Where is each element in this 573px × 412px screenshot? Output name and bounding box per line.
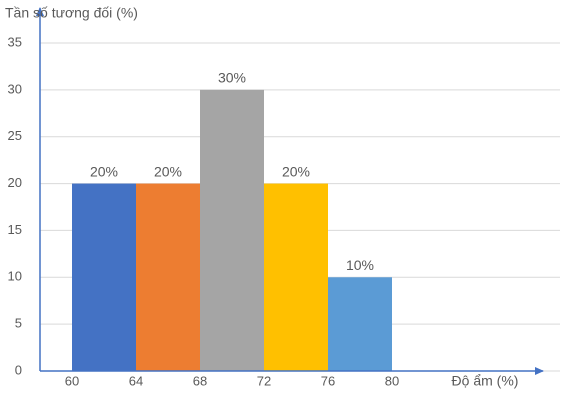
x-tick-label: 72 bbox=[257, 373, 271, 388]
y-tick-label: 0 bbox=[15, 362, 22, 377]
bar bbox=[264, 183, 328, 371]
x-tick-label: 80 bbox=[385, 373, 399, 388]
bar bbox=[72, 183, 136, 371]
y-tick-label: 15 bbox=[8, 222, 22, 237]
bars bbox=[72, 89, 392, 371]
y-tick-label: 5 bbox=[15, 316, 22, 331]
value-label: 10% bbox=[346, 257, 374, 273]
y-axis-label: Tần số tương đối (%) bbox=[5, 5, 138, 21]
bar bbox=[136, 183, 200, 371]
x-tick-label: 60 bbox=[65, 373, 79, 388]
x-tick-label: 68 bbox=[193, 373, 207, 388]
bar bbox=[200, 89, 264, 371]
bar bbox=[328, 277, 392, 371]
y-tick-label: 25 bbox=[8, 128, 22, 143]
y-tick-label: 35 bbox=[8, 34, 22, 49]
y-tick-label: 30 bbox=[8, 81, 22, 96]
value-label: 20% bbox=[154, 163, 182, 179]
x-tick-label: 76 bbox=[321, 373, 335, 388]
y-tick-label: 20 bbox=[8, 175, 22, 190]
value-label: 20% bbox=[90, 163, 118, 179]
value-label: 30% bbox=[218, 70, 246, 86]
value-label: 20% bbox=[282, 163, 310, 179]
x-tick-label: 64 bbox=[129, 373, 143, 388]
y-tick-label: 10 bbox=[8, 269, 22, 284]
x-axis-label: Độ ẩm (%) bbox=[452, 373, 519, 389]
